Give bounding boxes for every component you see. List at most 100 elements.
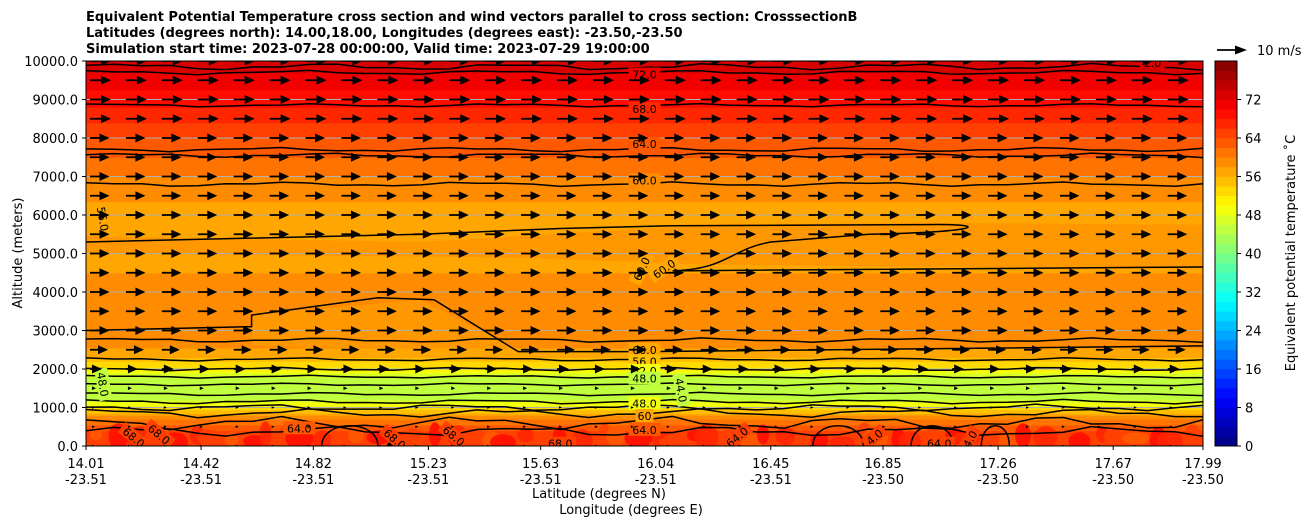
wind-vector xyxy=(521,95,543,104)
wind-vector xyxy=(1167,152,1188,162)
wind-key-label: 10 m/s xyxy=(1257,44,1302,59)
wind-vector-head xyxy=(350,249,361,258)
wind-vector-head xyxy=(817,268,828,278)
wind-vector xyxy=(125,95,147,104)
surface-patch xyxy=(757,424,769,445)
wind-vector xyxy=(557,191,577,201)
wind-vector xyxy=(664,326,685,335)
wind-vector-head xyxy=(1069,249,1080,258)
wind-vector-head xyxy=(853,133,864,143)
wind-vector xyxy=(700,306,721,316)
colorbar-tick-label: 24 xyxy=(1245,325,1262,340)
wind-vector-head xyxy=(675,75,686,85)
wind-vector-head xyxy=(810,406,814,409)
wind-vector xyxy=(700,114,722,124)
wind-vector-head xyxy=(925,191,936,201)
wind-vector xyxy=(808,345,827,355)
wind-vector-head xyxy=(458,306,469,316)
wind-vector-head xyxy=(1033,210,1044,220)
wind-vector-head xyxy=(422,172,433,181)
wind-vector xyxy=(628,114,650,124)
wind-vector-head xyxy=(271,386,276,391)
theta-e-band xyxy=(86,87,1203,91)
wind-vector xyxy=(449,152,469,162)
wind-vector-head xyxy=(243,287,254,297)
wind-vector xyxy=(557,306,577,316)
wind-vector-head xyxy=(92,406,95,409)
wind-vector xyxy=(125,287,146,297)
wind-vector-head xyxy=(101,114,111,124)
wind-vector-head xyxy=(674,268,685,278)
contour-label-text: 56.0 xyxy=(94,206,111,232)
theta-e-band xyxy=(86,312,1203,316)
wind-vector-head xyxy=(566,152,577,162)
wind-vector xyxy=(916,229,936,239)
contour-label: 2.0 xyxy=(1140,61,1165,70)
wind-vector-head xyxy=(1141,191,1152,201)
wind-vector xyxy=(413,172,433,181)
wind-vector-head xyxy=(603,95,614,104)
wind-vector xyxy=(557,172,577,181)
wind-vector-head xyxy=(530,306,541,316)
wind-vector-head xyxy=(171,268,182,278)
wind-vector xyxy=(808,61,830,66)
wind-vector xyxy=(377,75,399,85)
theta-e-band xyxy=(86,133,1203,137)
wind-vector xyxy=(808,152,828,162)
wind-vector-head xyxy=(530,249,541,258)
wind-vector-head xyxy=(961,133,972,143)
wind-vector-head xyxy=(529,345,540,355)
wind-vector xyxy=(1131,152,1152,162)
wind-vector xyxy=(1024,152,1044,162)
wind-vector-head xyxy=(918,364,929,374)
wind-vector xyxy=(808,249,828,258)
wind-vector-head xyxy=(415,386,420,391)
theta-e-band xyxy=(86,301,1203,305)
theta-e-band xyxy=(86,322,1203,326)
wind-vector xyxy=(1167,191,1188,201)
wind-vector xyxy=(377,229,397,239)
wind-vector-head xyxy=(386,287,397,297)
theta-e-band xyxy=(86,222,1203,226)
wind-vector-head xyxy=(891,95,902,104)
wind-vector xyxy=(90,133,110,143)
wind-vector xyxy=(1024,326,1044,335)
colorbar-segment xyxy=(1215,330,1237,341)
wind-vector xyxy=(235,406,239,409)
surface-patch xyxy=(1122,432,1150,445)
wind-vector-head xyxy=(171,229,182,239)
wind-vector-head xyxy=(853,249,864,258)
wind-vector-head xyxy=(746,152,757,162)
wind-vector xyxy=(163,425,167,429)
wind-vector xyxy=(485,249,505,258)
wind-vector-head xyxy=(782,249,793,258)
wind-vector xyxy=(341,210,361,220)
wind-vector-head xyxy=(135,249,146,258)
wind-vector xyxy=(197,172,218,181)
wind-vector xyxy=(125,268,146,278)
wind-vector-head xyxy=(235,425,239,429)
wind-vector xyxy=(1024,268,1044,278)
wind-vector-head xyxy=(566,133,577,143)
wind-vector xyxy=(1024,191,1044,201)
wind-vector-head xyxy=(101,75,111,85)
wind-vector xyxy=(557,133,577,143)
theta-e-band xyxy=(86,170,1203,174)
wind-vector xyxy=(449,326,469,335)
wind-vector-head xyxy=(638,210,649,220)
wind-vector-head xyxy=(738,406,742,409)
wind-vector xyxy=(736,172,757,181)
wind-vector xyxy=(952,268,972,278)
surface-patch xyxy=(659,435,686,446)
y-axis-ticks: 0.0 1000.0 2000.0 3000.0 4000.0 5000.0 6000.0 7… xyxy=(24,55,86,455)
wind-vector-head xyxy=(710,287,721,297)
wind-vector-head xyxy=(602,133,613,143)
wind-vector-head xyxy=(1105,152,1116,162)
wind-vector xyxy=(269,268,290,278)
wind-vector-head xyxy=(1069,306,1080,316)
x-tick-label-longitude: -23.50 xyxy=(1182,473,1224,488)
wind-vector-head xyxy=(493,345,504,355)
wind-vector xyxy=(664,172,685,181)
theta-e-band xyxy=(86,191,1203,195)
wind-vector xyxy=(1167,268,1188,278)
